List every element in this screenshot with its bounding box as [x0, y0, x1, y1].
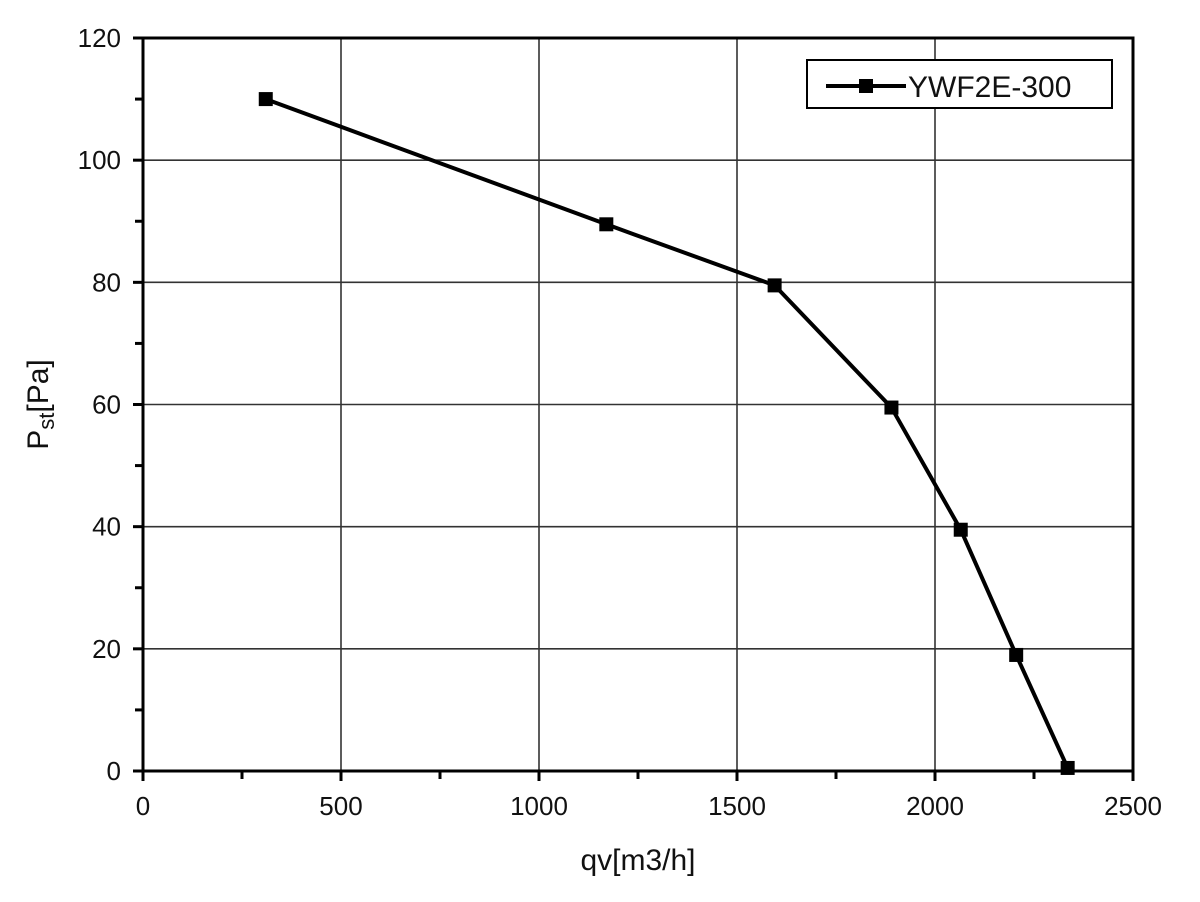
data-point [258, 92, 273, 107]
tick-labels: 0 500 1000 1500 2000 2500 0 20 40 60 80 100 120 [78, 23, 1162, 821]
y-tick-label: 80 [92, 267, 121, 297]
grid [143, 38, 1133, 771]
y-tick-label: 40 [92, 512, 121, 542]
x-tick-label: 1000 [510, 791, 568, 821]
data-point [1009, 647, 1024, 662]
y-axis-title-sub: st [34, 413, 59, 430]
y-axis-title: Pst[Pa] [22, 359, 59, 450]
x-tick-label: 2500 [1104, 791, 1162, 821]
y-axis-title-tail: [Pa] [22, 359, 55, 412]
axis-ticks [133, 36, 1135, 781]
data-point [1060, 760, 1075, 775]
data-point [884, 400, 899, 415]
y-tick-label: 0 [107, 756, 121, 786]
data-point [767, 278, 782, 293]
x-tick-label: 500 [319, 791, 362, 821]
y-tick-label: 100 [78, 145, 121, 175]
legend-label: YWF2E-300 [908, 71, 1071, 104]
legend-marker-sample [859, 79, 873, 93]
x-tick-label: 0 [136, 791, 150, 821]
y-tick-label: 60 [92, 390, 121, 420]
series [258, 92, 1075, 775]
legend: YWF2E-300 [806, 59, 1113, 109]
y-tick-label: 120 [78, 23, 121, 53]
plot-frame [141, 36, 1135, 773]
y-tick-label: 20 [92, 634, 121, 664]
data-point [599, 217, 614, 232]
y-axis-title-main: P [22, 430, 55, 450]
x-axis-title: qv[m3/h] [580, 844, 695, 877]
series-line [265, 97, 1070, 769]
x-tick-label: 2000 [906, 791, 964, 821]
data-point [953, 522, 968, 537]
x-tick-label: 1500 [708, 791, 766, 821]
